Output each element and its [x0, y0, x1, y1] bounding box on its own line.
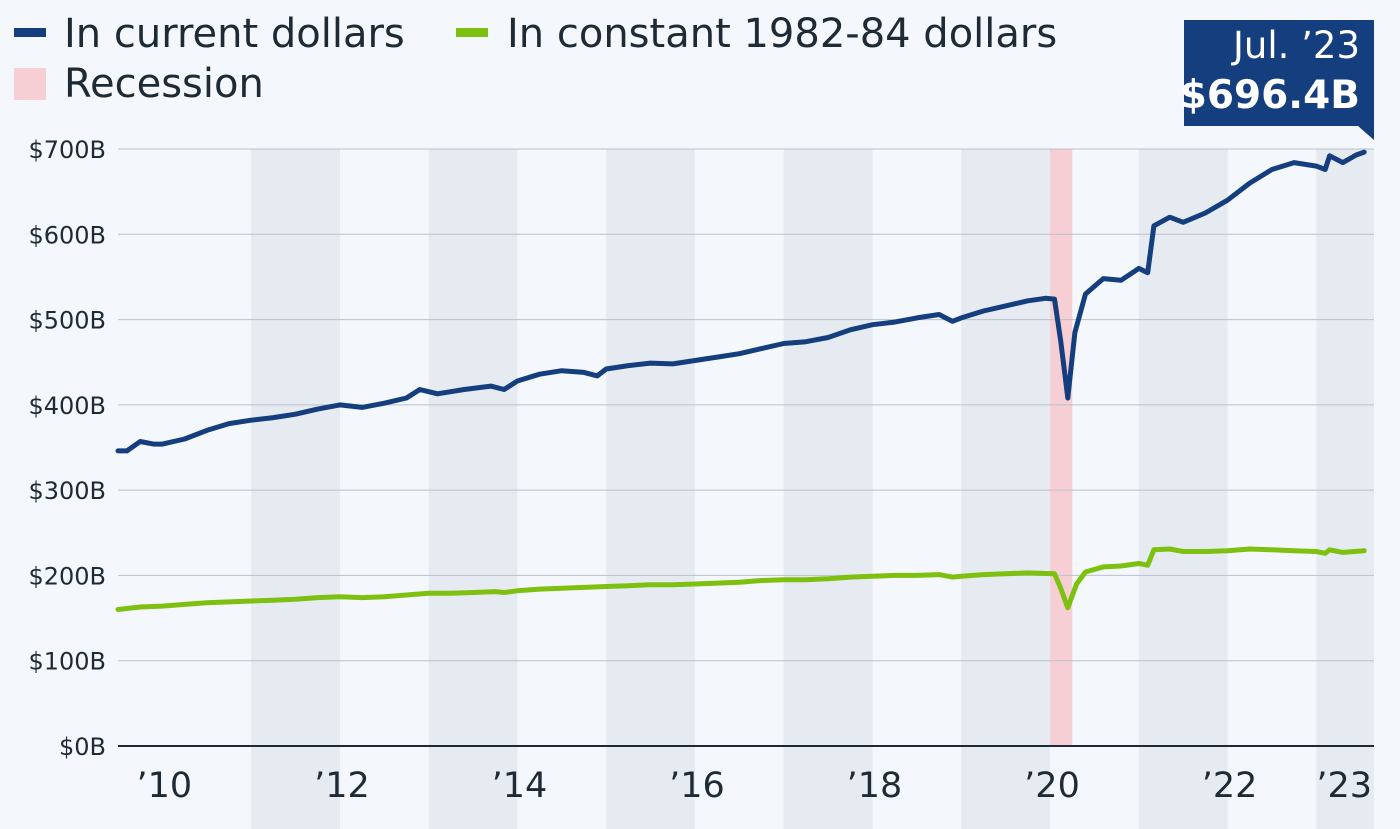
- y-tick-label: $200B: [28, 562, 106, 590]
- y-axis-tick-labels: $0B $100B $200B $300B $400B $500B $600B $700B: [28, 136, 106, 761]
- legend-swatch-recession: [14, 68, 46, 100]
- series-lines: [115, 149, 1367, 612]
- year-band-2023: [1316, 149, 1374, 829]
- recession-band: [1050, 149, 1073, 746]
- y-tick-label: $300B: [28, 477, 106, 505]
- x-tick-label: ’14: [492, 766, 548, 806]
- y-tick-label: $700B: [28, 136, 106, 164]
- legend: In current dollars In constant 1982-84 d…: [14, 11, 1057, 107]
- legend-swatch-constant-dollars: [456, 28, 488, 37]
- y-tick-label: $600B: [28, 221, 106, 249]
- year-band-2015: [606, 149, 695, 829]
- series-line-in-current-dollars: [115, 149, 1367, 454]
- x-tick-label: ’10: [137, 766, 193, 806]
- year-band-2013: [428, 149, 518, 829]
- x-tick-label: ’16: [669, 766, 725, 806]
- legend-label-recession: Recession: [64, 61, 264, 107]
- recession-band-group: [1050, 149, 1073, 746]
- grid-lines: [118, 148, 1374, 747]
- last-value-callout: Jul. ’23 $696.4B: [1180, 20, 1374, 140]
- y-tick-label: $0B: [59, 733, 106, 761]
- callout-date: Jul. ’23: [1231, 24, 1360, 67]
- y-tick-label: $100B: [28, 648, 106, 676]
- x-tick-label: ’20: [1024, 766, 1080, 806]
- y-tick-label: $500B: [28, 307, 106, 335]
- year-band-2011: [251, 149, 340, 829]
- x-tick-label: ’12: [314, 766, 370, 806]
- year-band-2019: [961, 149, 1051, 829]
- legend-label-current-dollars: In current dollars: [64, 11, 405, 57]
- callout-box: [1184, 20, 1374, 140]
- legend-swatch-current-dollars: [14, 28, 46, 37]
- alternate-year-bands: [251, 149, 1374, 829]
- year-band-2017: [783, 149, 873, 829]
- x-tick-label: ’22: [1202, 766, 1258, 806]
- legend-label-constant-dollars: In constant 1982-84 dollars: [507, 11, 1057, 57]
- x-tick-label: ’23: [1316, 766, 1372, 806]
- y-tick-label: $400B: [28, 392, 106, 420]
- year-band-2021: [1138, 149, 1228, 829]
- x-axis-tick-labels: ’10 ’12 ’14 ’16 ’18 ’20 ’22 ’23: [137, 766, 1372, 806]
- callout-value: $696.4B: [1180, 73, 1360, 118]
- x-tick-label: ’18: [847, 766, 903, 806]
- series-line-in-constant-1982-84-dollars: [115, 546, 1367, 612]
